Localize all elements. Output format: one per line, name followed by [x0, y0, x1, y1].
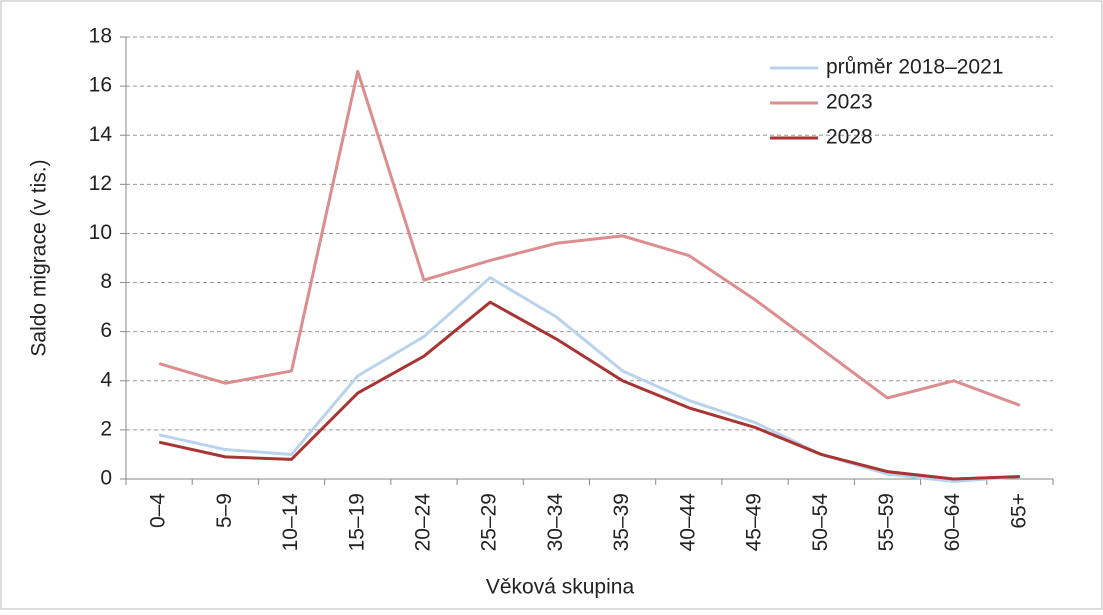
legend-label: 2028 [826, 126, 873, 149]
y-tick-label: 8 [100, 270, 112, 293]
x-tick-label: 50–54 [809, 493, 832, 552]
series-line [158, 300, 1020, 481]
x-tick-label: 0–4 [147, 493, 170, 528]
series-line [158, 69, 1021, 407]
y-tick-label: 14 [89, 123, 113, 146]
x-tick-label: 25–29 [478, 493, 501, 551]
x-axis-label: Věková skupina [486, 576, 635, 599]
legend-label: 2023 [826, 91, 873, 114]
y-tick-label: 0 [100, 467, 112, 490]
y-tick-label: 16 [89, 74, 112, 97]
x-tick-label: 5–9 [213, 493, 236, 528]
y-axis-label: Saldo migrace (v tis.) [28, 159, 51, 356]
y-tick-label: 2 [100, 417, 112, 440]
x-tick-label: 40–44 [676, 493, 699, 552]
x-tick-label: 60–64 [941, 493, 964, 552]
x-tick-label: 15–19 [345, 493, 368, 551]
x-tick-label: 10–14 [279, 493, 302, 552]
legend-label: průměr 2018–2021 [826, 56, 1003, 79]
y-tick-label: 10 [89, 221, 112, 244]
x-tick-label: 20–24 [412, 493, 435, 552]
y-tick-label: 18 [89, 25, 112, 48]
series-line [158, 276, 1021, 483]
x-tick-label: 45–49 [743, 493, 766, 551]
y-tick-label: 4 [100, 368, 112, 391]
x-tick-label: 35–39 [610, 493, 633, 551]
x-tick-label: 30–34 [544, 493, 567, 552]
y-tick-label: 12 [89, 172, 112, 195]
y-tick-label: 6 [100, 319, 112, 342]
x-tick-label: 65+ [1007, 493, 1030, 529]
x-tick-label: 55–59 [875, 493, 898, 551]
